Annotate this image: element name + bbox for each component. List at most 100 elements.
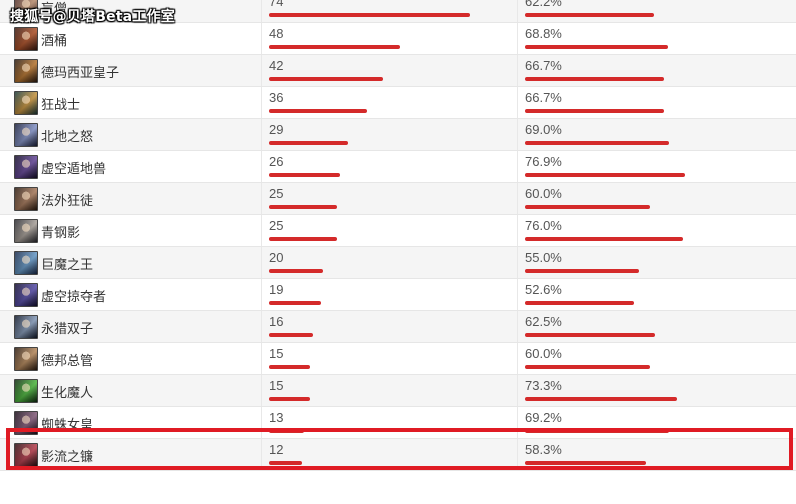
avatar-shade: [15, 252, 37, 274]
hero-name: 巨魔之王: [41, 258, 94, 273]
winrate-bar: [525, 141, 669, 145]
winrate-value: 66.7%: [525, 58, 562, 73]
winrate-value: 68.8%: [525, 26, 562, 41]
winrate-cell: 69.0%: [518, 119, 796, 150]
hero-cell: 狂战士: [0, 87, 262, 118]
winrate-bar: [525, 205, 650, 209]
count-bar: [269, 141, 348, 145]
hero-name: 蜘蛛女皇: [41, 418, 94, 433]
count-value: 13: [269, 410, 284, 425]
winrate-value: 52.6%: [525, 282, 562, 297]
winrate-bar: [525, 109, 664, 113]
avatar-shade: [15, 0, 37, 18]
winrate-value: 73.3%: [525, 378, 562, 393]
winrate-value: 76.0%: [525, 218, 562, 233]
winrate-cell: 69.2%: [518, 407, 796, 438]
hero-name: 青钢影: [41, 226, 81, 241]
hero-cell: 虚空遁地兽: [0, 151, 262, 182]
hero-cell: 巨魔之王: [0, 247, 262, 278]
hero-cell: 蜘蛛女皇: [0, 407, 262, 438]
table-row[interactable]: 蜘蛛女皇 13 69.2%: [0, 407, 796, 439]
count-cell: 29: [262, 119, 518, 150]
table-row[interactable]: 德玛西亚皇子 42 66.7%: [0, 55, 796, 87]
winrate-bar: [525, 333, 655, 337]
table-row[interactable]: 巨魔之王 20 55.0%: [0, 247, 796, 279]
hero-avatar-icon: [14, 315, 38, 339]
hero-avatar-icon: [14, 155, 38, 179]
count-value: 16: [269, 314, 284, 329]
count-cell: 25: [262, 215, 518, 246]
avatar-shade: [15, 60, 37, 82]
winrate-cell: 52.6%: [518, 279, 796, 310]
winrate-bar: [525, 13, 654, 17]
hero-name: 盲僧: [41, 2, 68, 17]
count-cell: 74: [262, 0, 518, 22]
table-row[interactable]: 虚空掠夺者 19 52.6%: [0, 279, 796, 311]
hero-name: 永猎双子: [41, 322, 94, 337]
table-row[interactable]: 青钢影 25 76.0%: [0, 215, 796, 247]
count-bar: [269, 173, 340, 177]
count-bar: [269, 397, 310, 401]
count-cell: 26: [262, 151, 518, 182]
hero-cell: 虚空掠夺者: [0, 279, 262, 310]
avatar-shade: [15, 220, 37, 242]
avatar-shade: [15, 348, 37, 370]
table-row[interactable]: 法外狂徒 25 60.0%: [0, 183, 796, 215]
avatar-shade: [15, 444, 37, 466]
winrate-value: 60.0%: [525, 346, 562, 361]
winrate-cell: 62.2%: [518, 0, 796, 22]
count-value: 12: [269, 442, 284, 457]
table-row[interactable]: 虚空遁地兽 26 76.9%: [0, 151, 796, 183]
hero-name: 狂战士: [41, 98, 81, 113]
count-cell: 15: [262, 375, 518, 406]
count-cell: 25: [262, 183, 518, 214]
hero-cell: 青钢影: [0, 215, 262, 246]
table-row[interactable]: 酒桶 48 68.8%: [0, 23, 796, 55]
count-value: 25: [269, 218, 284, 233]
hero-cell: 生化魔人: [0, 375, 262, 406]
avatar-shade: [15, 156, 37, 178]
winrate-value: 69.0%: [525, 122, 562, 137]
hero-cell: 北地之怒: [0, 119, 262, 150]
winrate-cell: 55.0%: [518, 247, 796, 278]
winrate-bar: [525, 365, 650, 369]
hero-avatar-icon: [14, 283, 38, 307]
count-value: 25: [269, 186, 284, 201]
avatar-shade: [15, 412, 37, 434]
count-value: 15: [269, 378, 284, 393]
count-bar: [269, 237, 337, 241]
table-row[interactable]: 北地之怒 29 69.0%: [0, 119, 796, 151]
winrate-cell: 66.7%: [518, 87, 796, 118]
table-row[interactable]: 德邦总管 15 60.0%: [0, 343, 796, 375]
hero-avatar-icon: [14, 379, 38, 403]
count-bar: [269, 77, 383, 81]
hero-cell: 永猎双子: [0, 311, 262, 342]
count-cell: 48: [262, 23, 518, 54]
winrate-value: 58.3%: [525, 442, 562, 457]
count-value: 15: [269, 346, 284, 361]
hero-name: 德玛西亚皇子: [41, 66, 120, 81]
hero-avatar-icon: [14, 27, 38, 51]
hero-avatar-icon: [14, 347, 38, 371]
hero-avatar-icon: [14, 0, 38, 19]
hero-avatar-icon: [14, 251, 38, 275]
hero-name: 虚空掠夺者: [41, 290, 107, 305]
count-bar: [269, 205, 337, 209]
table-row[interactable]: 生化魔人 15 73.3%: [0, 375, 796, 407]
avatar-shade: [15, 28, 37, 50]
hero-cell: 影流之镰: [0, 439, 262, 470]
table-row[interactable]: 盲僧 74 62.2%: [0, 0, 796, 23]
hero-cell: 盲僧: [0, 0, 262, 22]
hero-name: 德邦总管: [41, 354, 94, 369]
count-bar: [269, 461, 302, 465]
count-value: 48: [269, 26, 284, 41]
count-bar: [269, 333, 313, 337]
table-row[interactable]: 永猎双子 16 62.5%: [0, 311, 796, 343]
winrate-bar: [525, 237, 683, 241]
table-row[interactable]: 狂战士 36 66.7%: [0, 87, 796, 119]
winrate-cell: 60.0%: [518, 343, 796, 374]
hero-cell: 酒桶: [0, 23, 262, 54]
table-row[interactable]: 影流之镰 12 58.3%: [0, 439, 796, 471]
winrate-cell: 76.9%: [518, 151, 796, 182]
